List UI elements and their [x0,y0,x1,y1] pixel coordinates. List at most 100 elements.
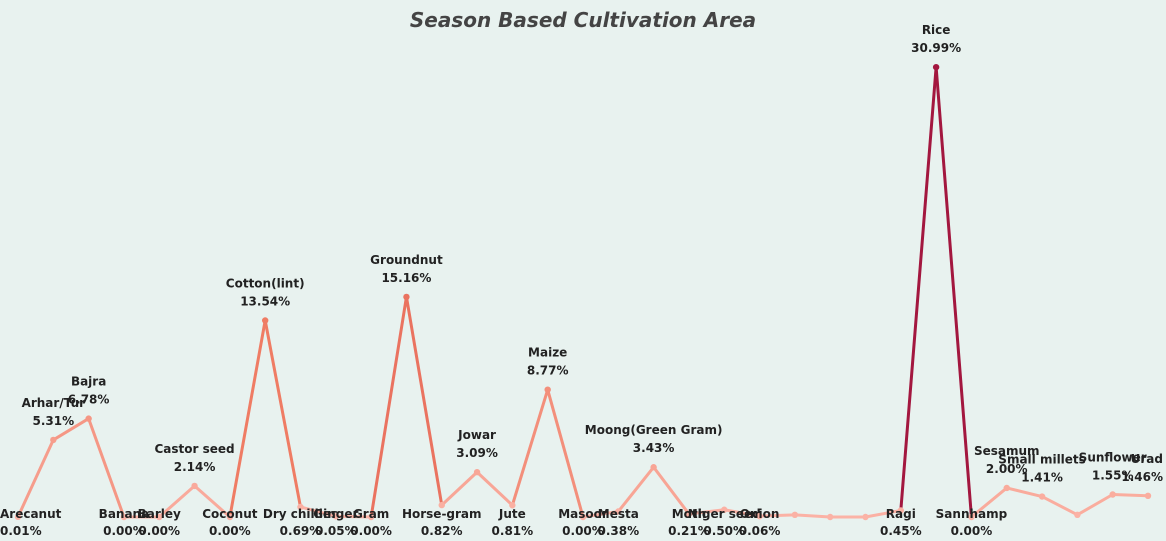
point-category-label: Horse-gram [402,507,482,521]
data-point[interactable] [579,513,587,521]
point-value-label: 2.00% [986,462,1028,476]
point-category-label: Cotton(lint) [226,276,305,290]
line-segment [1111,493,1150,498]
point-category-label: Arhar/Tur [22,396,86,410]
line-segment [899,65,938,512]
data-point[interactable] [968,513,975,521]
data-point[interactable] [226,513,234,521]
point-value-label: 2.14% [174,460,216,474]
point-category-label: Onion [740,507,780,521]
point-value-label: 1.41% [1021,471,1063,485]
line-segment [793,513,832,519]
line-segment [475,470,514,507]
data-point[interactable] [1003,484,1010,492]
point-category-label: Sunflower [1079,451,1147,465]
data-point[interactable] [721,506,728,513]
line-segment [369,295,408,519]
data-point[interactable] [120,513,128,521]
data-point[interactable] [650,464,657,471]
data-point[interactable] [156,513,163,521]
line-segment [864,508,903,519]
line-segment [652,465,691,516]
line-segment [969,486,1009,519]
line-segment [1005,486,1044,499]
point-value-label: 15.16% [381,271,431,285]
point-category-label: Sannhamp [936,507,1008,521]
data-point[interactable] [191,482,198,490]
point-category-label: Ginger [313,507,358,521]
data-point[interactable] [85,415,92,422]
data-point[interactable] [932,63,940,71]
data-point[interactable] [403,293,410,301]
point-value-label: 13.54% [240,294,290,308]
line-segment [228,318,267,519]
data-point[interactable] [367,513,375,521]
data-point[interactable] [332,513,340,520]
data-point[interactable] [1038,493,1046,500]
data-point[interactable] [756,512,763,520]
point-value-label: 0.81% [492,524,534,538]
data-point[interactable] [826,513,834,521]
point-value-label: 0.00% [562,524,604,538]
point-category-label: Urad [1131,452,1163,466]
point-value-label: 0.00% [138,524,180,538]
point-value-label: 0.21% [668,524,710,538]
point-category-label: Ragi [886,507,916,521]
data-point[interactable] [50,436,57,444]
point-value-label: 6.78% [68,393,110,407]
data-point[interactable] [1074,511,1081,519]
line-segment [687,508,726,516]
point-category-label: Groundnut [370,253,443,267]
point-value-label: 0.00% [209,524,251,538]
data-point[interactable] [473,468,481,476]
data-point[interactable] [297,503,304,511]
data-point[interactable] [509,502,516,509]
data-point[interactable] [1144,492,1152,500]
data-point[interactable] [615,508,622,515]
point-value-label: 0.50% [703,524,745,538]
point-value-label: 0.05% [315,524,357,538]
data-point[interactable] [544,386,551,393]
point-value-label: 5.31% [32,414,74,428]
point-value-label: 0.06% [739,524,781,538]
point-value-label: 1.55% [1092,469,1134,483]
data-point[interactable] [261,317,269,324]
point-category-label: Moth [672,507,706,521]
point-category-label: Moong(Green Gram) [585,423,723,437]
line-segment [758,513,797,518]
data-point[interactable] [897,507,905,514]
data-point[interactable] [14,513,22,521]
line-segment [299,505,338,518]
line-segment [1040,495,1079,517]
line-segment [1075,493,1115,517]
point-category-label: Dry chillies [263,507,338,521]
line-segment [51,417,91,442]
data-point[interactable] [438,501,445,509]
point-category-label: Jowar [457,428,496,442]
point-value-label: 0.00% [951,524,993,538]
data-point[interactable] [791,511,799,519]
data-point[interactable] [685,510,693,518]
line-segment [193,484,232,519]
point-value-label: 0.00% [350,524,392,538]
point-value-label: 0.45% [880,524,922,538]
line-segment [722,508,762,518]
point-category-label: Banana [99,507,150,521]
point-value-label: 0.00% [103,524,145,538]
point-category-label: Maize [528,346,567,360]
line-segment [934,65,973,519]
line-segment [87,417,126,519]
point-category-label: Sesamum [974,444,1040,458]
point-category-label: Mesta [598,507,639,521]
data-point[interactable] [862,513,869,521]
point-category-label: Masoor [558,507,608,521]
line-segment [546,388,585,519]
line-segment [263,318,302,509]
data-point[interactable] [1109,491,1116,498]
line-segment [404,295,444,507]
point-value-label: 0.38% [597,524,639,538]
point-value-label: 0.82% [421,524,463,538]
point-category-label: Gram [353,507,389,521]
